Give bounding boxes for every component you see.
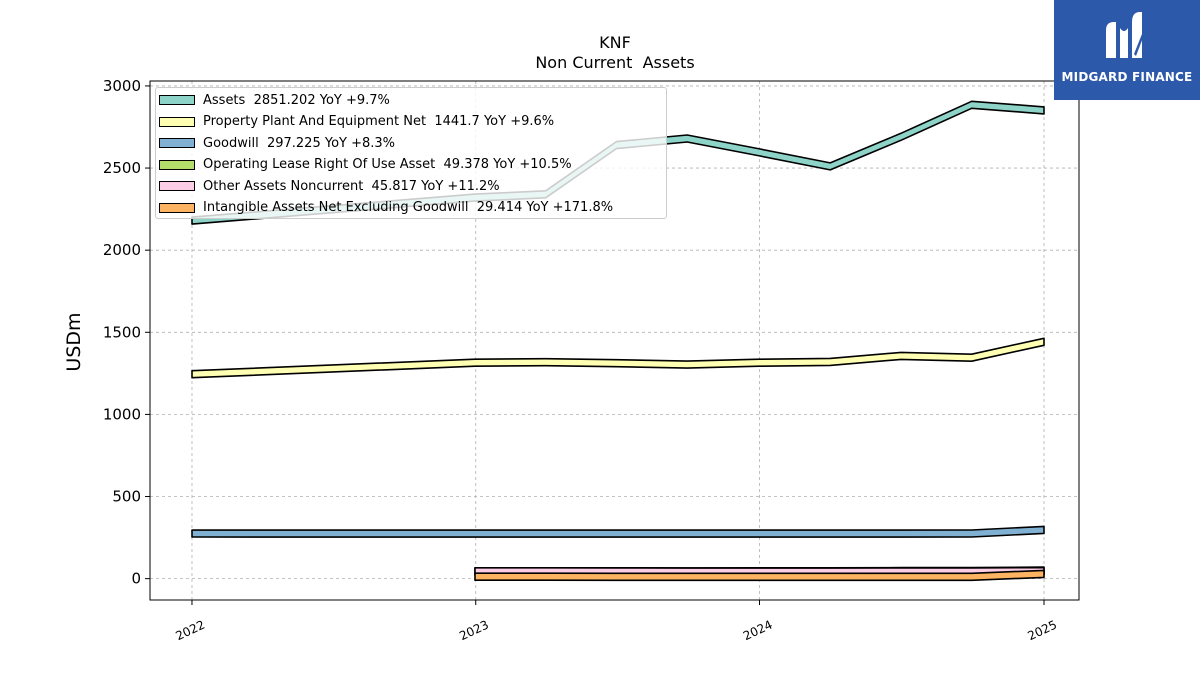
series-line — [474, 569, 1045, 582]
grid-lines — [150, 81, 1079, 600]
legend-label: Goodwill 297.225 YoY +8.3% — [203, 135, 396, 151]
legend-swatch — [159, 116, 195, 127]
legend-label: Operating Lease Right Of Use Asset 49.37… — [203, 157, 572, 172]
legend-label: Intangible Assets Net Excluding Goodwill… — [203, 200, 614, 215]
series-goodwill — [191, 525, 1045, 538]
legend-item: Property Plant And Equipment Net 1441.7 … — [159, 112, 554, 132]
legend-label: Other Assets Noncurrent 45.817 YoY +11.2… — [203, 178, 500, 194]
chart-subtitle: Non Current Assets — [535, 53, 694, 72]
y-tick-label: 2000 — [103, 241, 141, 259]
legend-item: Other Assets Noncurrent 45.817 YoY +11.2… — [159, 176, 500, 196]
legend-swatch — [159, 202, 195, 213]
legend-swatch — [159, 95, 195, 105]
legend-swatch — [159, 159, 195, 170]
y-axis: 0 500 1000 1500 2000 2500 3000 — [103, 77, 150, 588]
y-tick-label: 1500 — [103, 323, 141, 341]
x-tick-label: 2023 — [457, 618, 491, 644]
x-tick-label: 2022 — [173, 618, 207, 644]
plot-frame — [149, 80, 1080, 601]
logo-text: MIDGARD FINANCE — [1061, 70, 1193, 84]
legend-item: Operating Lease Right Of Use Asset 49.37… — [159, 155, 572, 175]
x-tick-label: 2025 — [1026, 618, 1060, 644]
y-tick-label: 3000 — [103, 77, 141, 95]
y-axis-label: USDm — [63, 312, 85, 371]
legend-item: Intangible Assets Net Excluding Goodwill… — [159, 198, 613, 218]
x-axis: 2022 2023 2024 2025 — [173, 600, 1059, 643]
y-tick-label: 0 — [131, 570, 141, 588]
legend-label: Property Plant And Equipment Net 1441.7 … — [203, 114, 555, 129]
y-tick-label: 1000 — [103, 405, 141, 423]
y-tick-label: 500 — [112, 488, 141, 506]
midgard-logo-icon — [1106, 12, 1152, 58]
chart-title: KNF — [599, 33, 631, 52]
x-tick-label: 2024 — [741, 618, 775, 644]
y-tick-label: 2500 — [103, 159, 141, 177]
legend: Assets 2851.202 YoY +9.7% Property Plant … — [155, 87, 667, 219]
series-line — [191, 337, 1045, 379]
legend-item: Assets 2851.202 YoY +9.7% — [159, 90, 390, 110]
midgard-finance-logo: MIDGARD FINANCE — [1054, 0, 1200, 100]
legend-swatch — [159, 181, 195, 191]
series-property-plant-and-equipment-net — [191, 337, 1045, 379]
legend-item: Goodwill 297.225 YoY +8.3% — [159, 133, 395, 153]
series-line — [191, 525, 1045, 538]
legend-label: Assets 2851.202 YoY +9.7% — [203, 92, 390, 108]
series-intangible-assets-net-excluding-goodwill — [474, 569, 1045, 582]
legend-swatch — [159, 138, 195, 148]
